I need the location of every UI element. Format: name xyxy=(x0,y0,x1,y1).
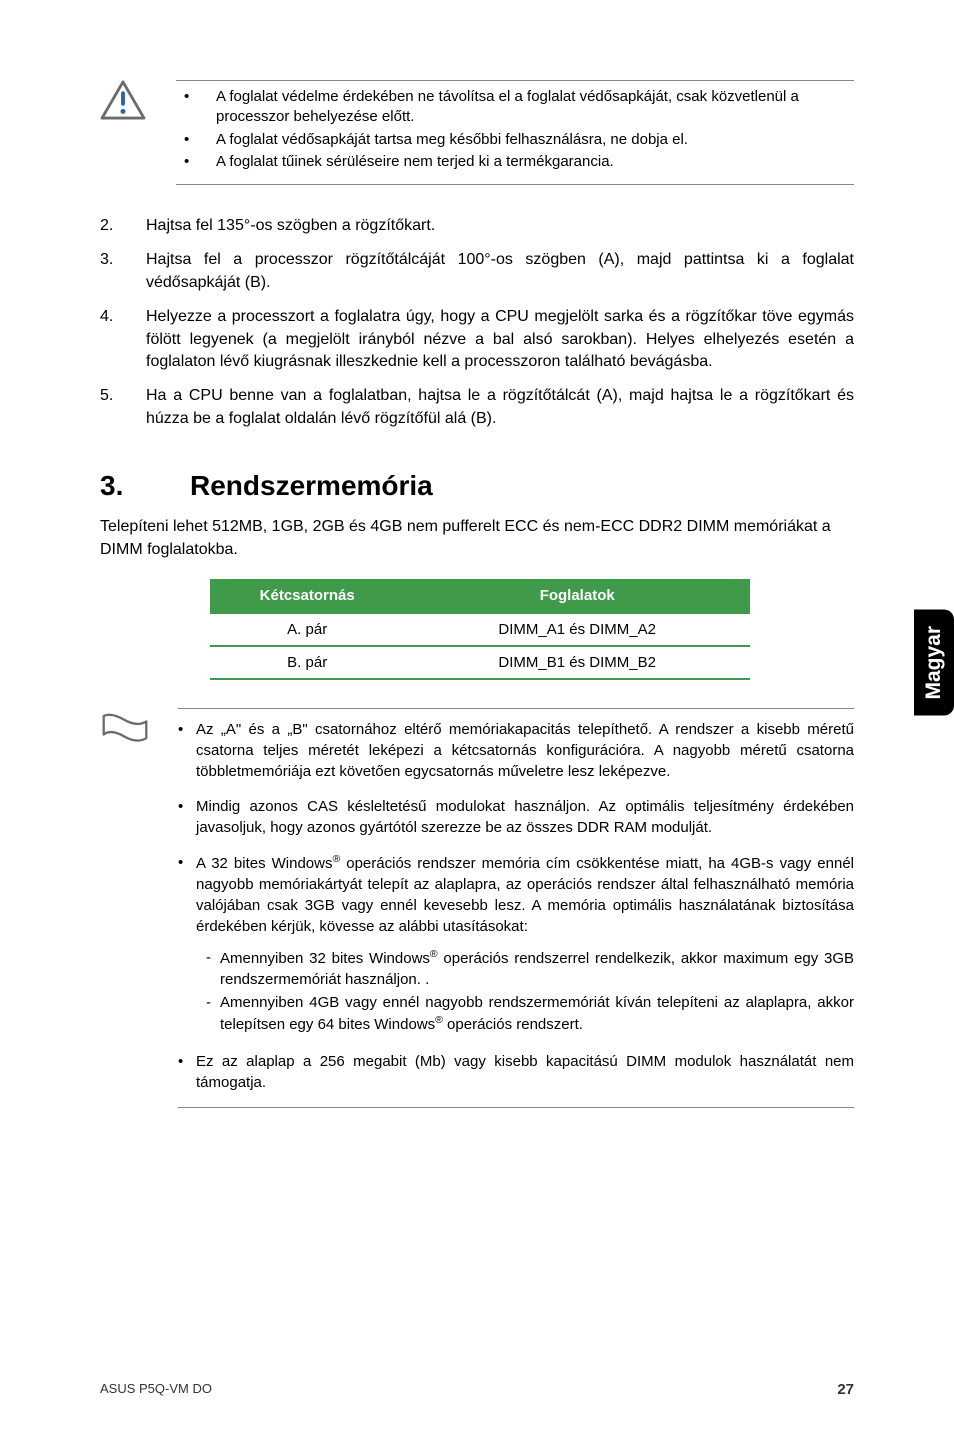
footer-page-number: 27 xyxy=(837,1381,854,1398)
language-tab: Magyar xyxy=(914,610,954,716)
note-subitem: Amennyiben 32 bites Windows® operációs r… xyxy=(220,947,854,990)
step-text: Hajtsa fel a processzor rögzítőtálcáját … xyxy=(146,249,854,294)
note-callout: •Az „A" és a „B" csatornához eltérő memó… xyxy=(100,708,854,1108)
warning-content: •A foglalat védelme érdekében ne távolít… xyxy=(176,80,854,185)
warning-icon xyxy=(100,80,146,185)
table-cell: DIMM_A1 és DIMM_A2 xyxy=(404,614,750,647)
table-header: Kétcsatornás xyxy=(210,579,404,614)
note-item: Az „A" és a „B" csatornához eltérő memór… xyxy=(196,719,854,782)
section-intro: Telepíteni lehet 512MB, 1GB, 2GB és 4GB … xyxy=(100,516,854,561)
warning-item: A foglalat tűinek sérüléseire nem terjed… xyxy=(216,152,614,172)
step-num: 5. xyxy=(100,385,146,430)
note-content: •Az „A" és a „B" csatornához eltérő memó… xyxy=(178,708,854,1108)
warning-callout: •A foglalat védelme érdekében ne távolít… xyxy=(100,80,854,185)
step-num: 2. xyxy=(100,215,146,237)
warning-item: A foglalat védősapkáját tartsa meg későb… xyxy=(216,130,688,150)
note-subitem: Amennyiben 4GB vagy ennél nagyobb rendsz… xyxy=(220,992,854,1035)
table-header: Foglalatok xyxy=(404,579,750,614)
step-num: 3. xyxy=(100,249,146,294)
step-text: Helyezze a processzort a foglalatra úgy,… xyxy=(146,306,854,373)
table-cell: B. pár xyxy=(210,647,404,680)
note-item: Ez az alaplap a 256 megabit (Mb) vagy ki… xyxy=(196,1051,854,1093)
memory-table: Kétcsatornás Foglalatok A. pár DIMM_A1 é… xyxy=(210,579,750,680)
note-icon xyxy=(100,708,150,1108)
note-item: Mindig azonos CAS késleltetésű modulokat… xyxy=(196,796,854,838)
note-item: A 32 bites Windows® operációs rendszer m… xyxy=(196,852,854,1037)
section-number: 3. xyxy=(100,470,190,502)
warning-item: A foglalat védelme érdekében ne távolíts… xyxy=(216,87,854,128)
install-steps: 2.Hajtsa fel 135°-os szögben a rögzítőka… xyxy=(100,215,854,430)
section-heading: 3. Rendszermemória xyxy=(100,470,854,502)
section-title-text: Rendszermemória xyxy=(190,470,433,502)
table-cell: A. pár xyxy=(210,614,404,647)
footer-product: ASUS P5Q-VM DO xyxy=(100,1381,212,1398)
step-text: Hajtsa fel 135°-os szögben a rögzítőkart… xyxy=(146,215,435,237)
table-cell: DIMM_B1 és DIMM_B2 xyxy=(404,647,750,680)
step-text: Ha a CPU benne van a foglalatban, hajtsa… xyxy=(146,385,854,430)
step-num: 4. xyxy=(100,306,146,373)
page-footer: ASUS P5Q-VM DO 27 xyxy=(100,1381,854,1398)
